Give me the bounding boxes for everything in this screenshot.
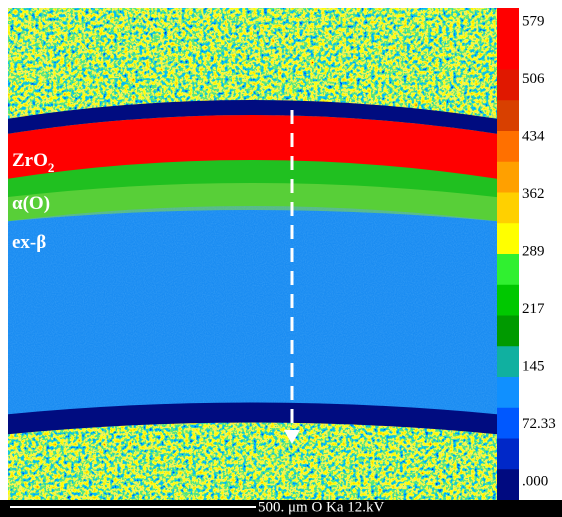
colorbar-band (497, 407, 519, 439)
colorbar-label: .000 (522, 473, 548, 489)
oxide-label: ZrO2 (12, 150, 54, 175)
colorbar-band (497, 69, 519, 101)
colorbar-band (497, 192, 519, 224)
colorbar: 579 506 434 362 289 217 145 72.33 .000 (497, 8, 556, 501)
oxide-layer (8, 115, 497, 179)
alpha-edge (8, 183, 497, 222)
colorbar-band (497, 254, 519, 286)
colorbar-band (497, 315, 519, 347)
colorbar-label: 289 (522, 243, 545, 259)
colorbar-label: 579 (522, 13, 545, 29)
colorbar-band (497, 8, 519, 40)
colorbar-band (497, 161, 519, 193)
colorbar-band (497, 131, 519, 163)
micrograph: ZrO2 α(O) ex-β (8, 8, 497, 500)
colorbar-band (497, 469, 519, 501)
colorbar-label: 72.33 (522, 416, 556, 432)
colorbar-band (497, 438, 519, 470)
colorbar-label: 217 (522, 301, 545, 317)
colorbar-band (497, 38, 519, 70)
ex-beta-label: ex-β (12, 232, 46, 253)
colorbar-band (497, 377, 519, 409)
upper-boundary (8, 100, 497, 134)
lower-boundary (8, 402, 497, 435)
colorbar-band (497, 223, 519, 255)
colorbar-band (497, 100, 519, 132)
info-strip (0, 500, 562, 517)
colorbar-label: 362 (522, 186, 545, 202)
colorbar-label: 506 (522, 71, 545, 87)
colorbar-band (497, 284, 519, 316)
alpha-label: α(O) (12, 193, 50, 214)
colorbar-band (497, 346, 519, 378)
colorbar-label: 434 (522, 128, 545, 144)
scale-bar-text: 500. μm O Ka 12.kV (258, 499, 385, 515)
colorbar-label: 145 (522, 358, 545, 374)
profile-arrow (284, 430, 300, 444)
